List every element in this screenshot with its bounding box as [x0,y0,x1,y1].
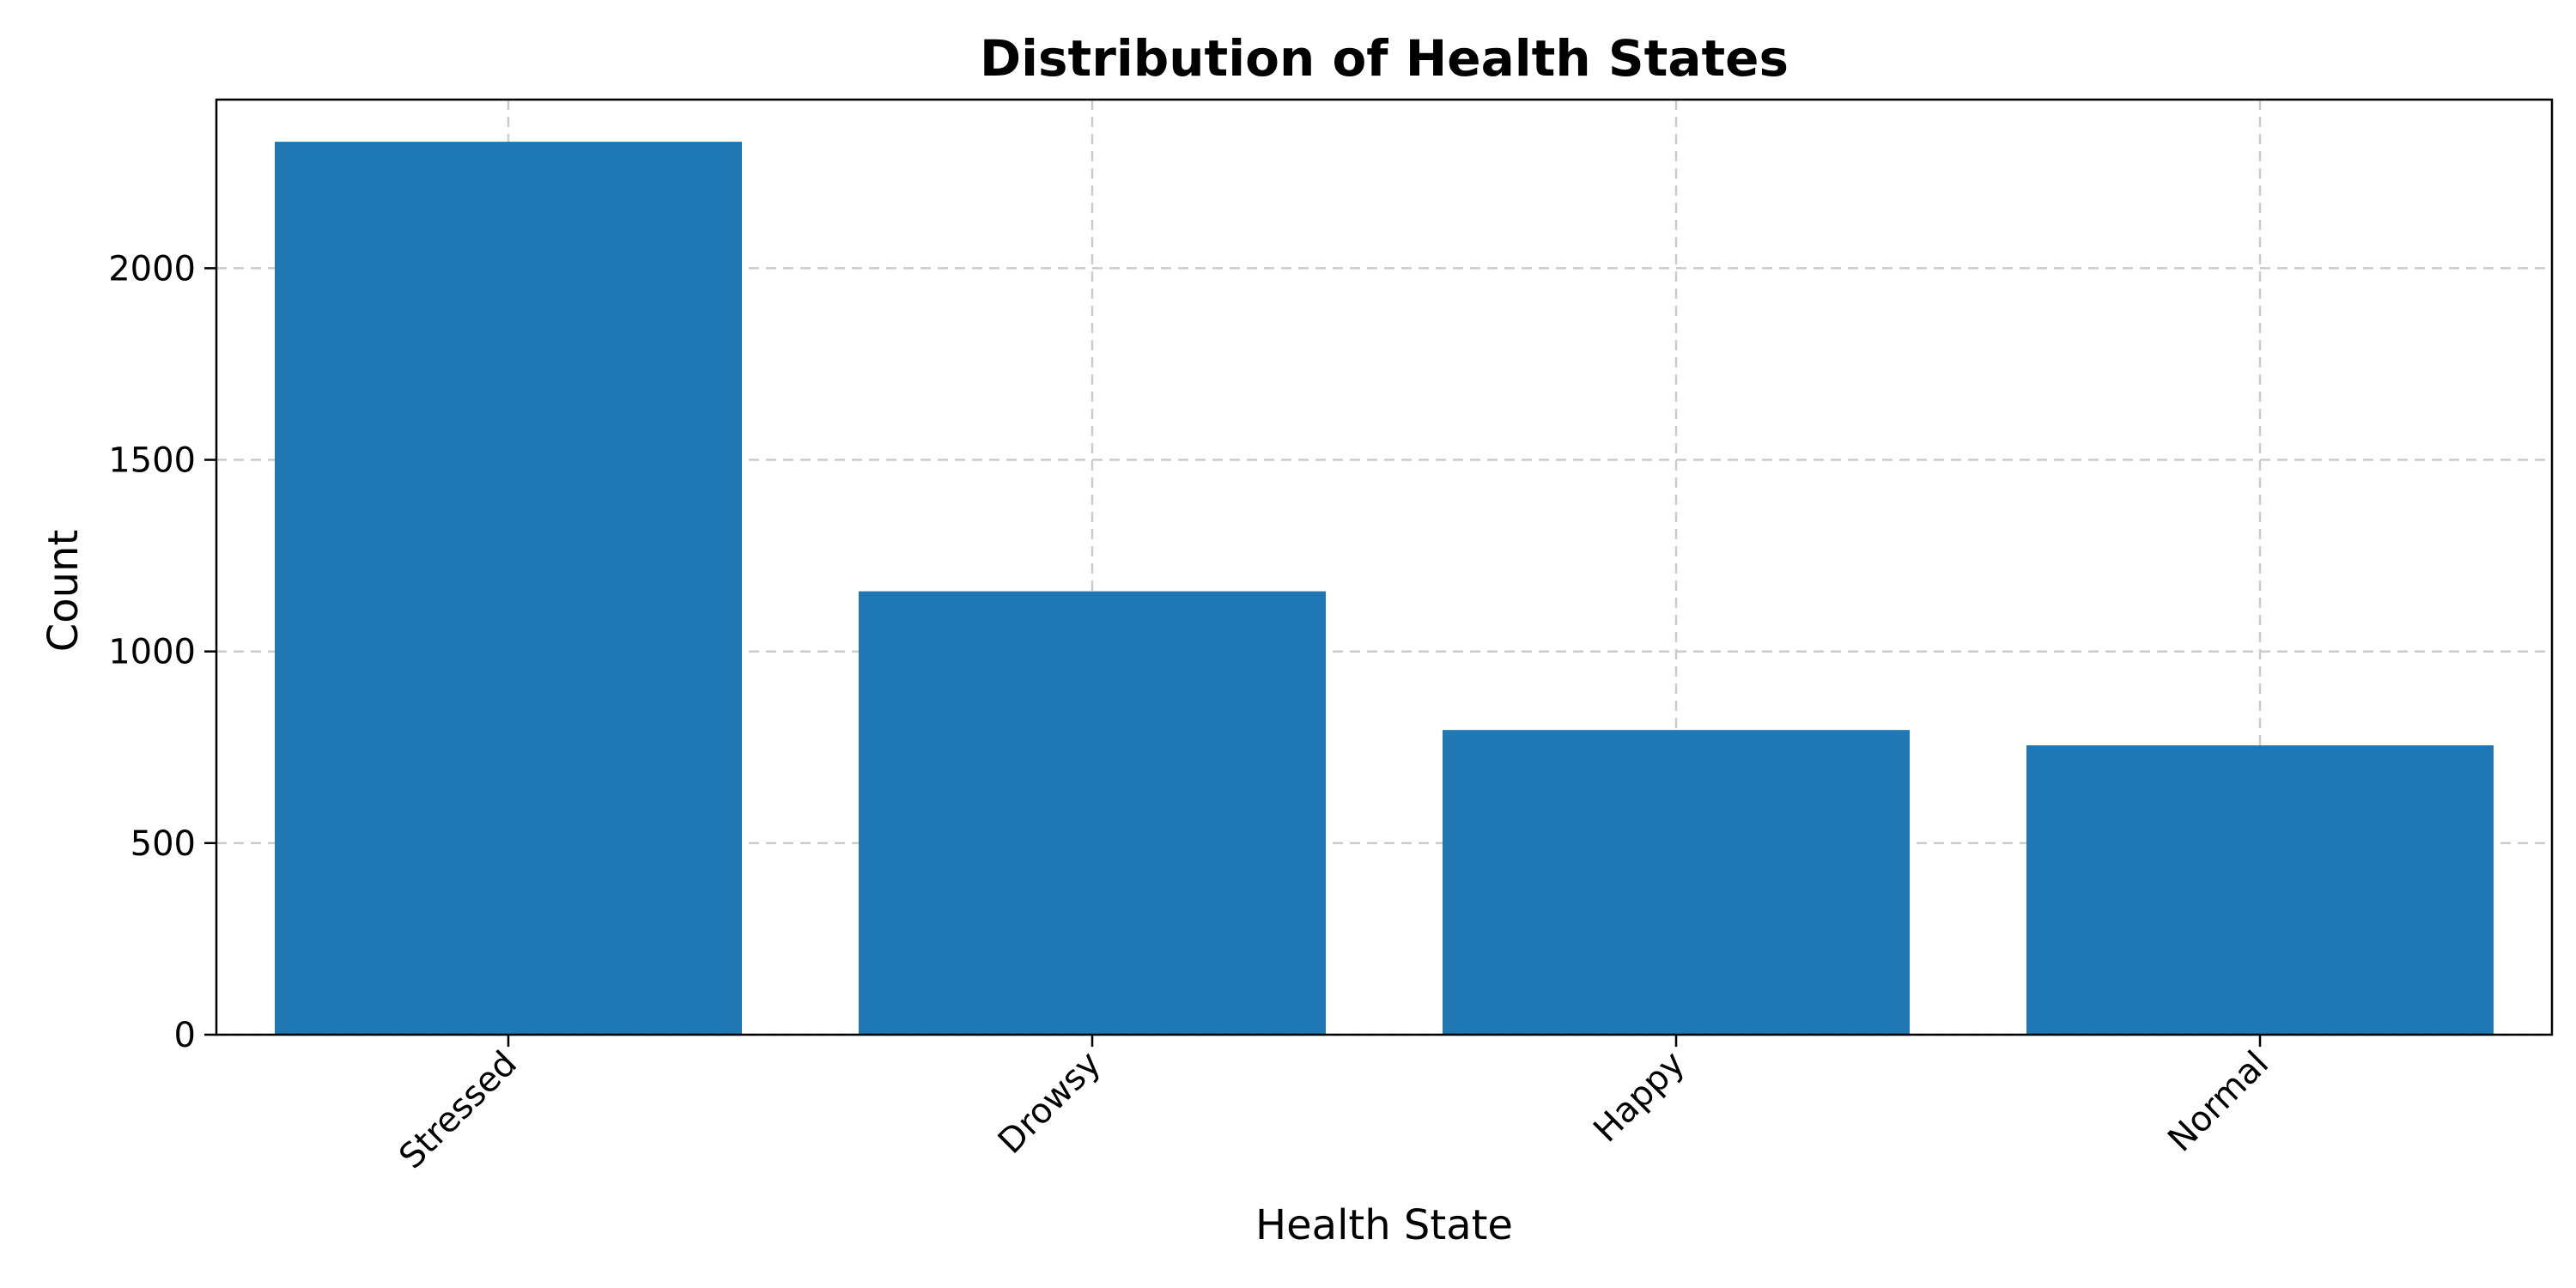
plot-frame [215,98,2554,1036]
x-axis-label: Health State [1255,1201,1513,1249]
bars [275,142,2494,1036]
chart-title: Distribution of Health States [980,29,1789,88]
y-tick-label: 1000 [108,633,196,672]
y-tick-label: 1500 [108,441,196,481]
y-axis-label: Count [39,530,88,653]
axis-ticks [204,267,2262,1047]
bar-normal [2026,745,2494,1035]
y-tick-label: 500 [131,824,196,864]
y-tick-label: 0 [174,1016,196,1055]
bar-drowsy [859,591,1326,1035]
bar-stressed [275,142,742,1036]
bar-happy [1443,730,1910,1035]
y-tick-label: 2000 [108,249,196,289]
